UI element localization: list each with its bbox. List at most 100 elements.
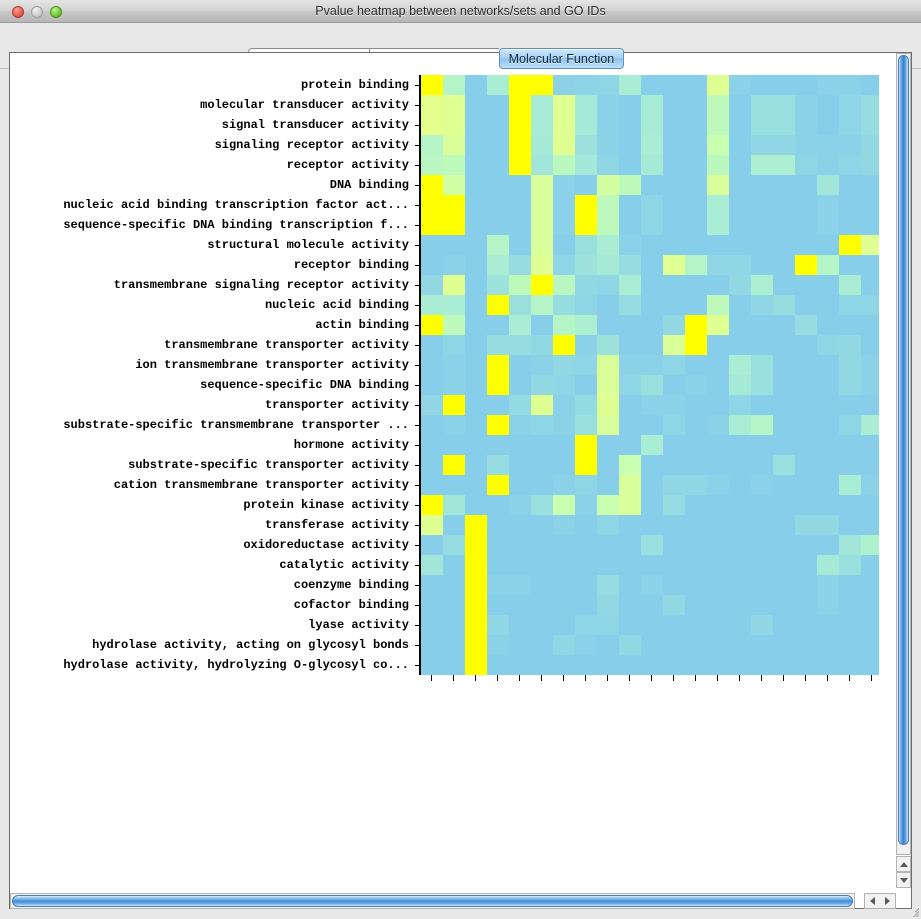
row-label: signaling receptor activity <box>214 138 409 152</box>
heatmap-cell <box>663 495 685 515</box>
row-label: sequence-specific DNA binding transcript… <box>63 218 409 232</box>
heatmap-cell <box>773 435 795 455</box>
minimize-button[interactable] <box>31 6 43 18</box>
arrow-right-icon[interactable] <box>885 897 890 905</box>
heatmap-cell <box>641 415 663 435</box>
row-tick <box>415 135 419 155</box>
scroll-down-button[interactable] <box>896 872 911 888</box>
heatmap-cell <box>795 415 817 435</box>
heatmap-cell <box>663 435 685 455</box>
vertical-scrollbar-thumb[interactable] <box>898 55 909 845</box>
heatmap-cell <box>509 575 531 595</box>
scroll-up-button[interactable] <box>896 856 911 872</box>
heatmap-cell <box>443 535 465 555</box>
arrow-down-icon <box>899 877 908 883</box>
heatmap-cell <box>487 415 509 435</box>
heatmap-cell <box>553 455 575 475</box>
heatmap-cell <box>619 115 641 135</box>
heatmap-cell <box>553 515 575 535</box>
tab-molecular-function[interactable]: Molecular Function <box>498 48 625 69</box>
heatmap-cell <box>487 555 509 575</box>
heatmap-cell <box>839 415 861 435</box>
heatmap-cell <box>553 155 575 175</box>
heatmap-cell <box>597 315 619 335</box>
heatmap-cell <box>861 155 879 175</box>
heatmap-cell <box>751 335 773 355</box>
heatmap-cell <box>619 195 641 215</box>
heatmap-cell <box>619 475 641 495</box>
heatmap-cell <box>465 295 487 315</box>
resize-grip[interactable] <box>905 903 919 917</box>
vertical-scrollbar[interactable] <box>896 53 911 855</box>
heatmap-cell <box>641 195 663 215</box>
heatmap-cell <box>553 355 575 375</box>
heatmap-cell <box>685 355 707 375</box>
heatmap-cell <box>729 415 751 435</box>
heatmap-cell <box>641 95 663 115</box>
heatmap-cell <box>487 475 509 495</box>
heatmap-cell <box>685 75 707 95</box>
heatmap-cell <box>641 155 663 175</box>
row-label: transferase activity <box>264 518 409 532</box>
heatmap-cell <box>553 175 575 195</box>
horizontal-scrollbar[interactable] <box>10 893 855 909</box>
heatmap-cell <box>531 655 553 675</box>
heatmap-cell <box>575 515 597 535</box>
heatmap-cell <box>861 375 879 395</box>
heatmap-cell <box>839 555 861 575</box>
heatmap-cell <box>509 635 531 655</box>
heatmap-cell <box>531 515 553 535</box>
horizontal-scrollbar-thumb[interactable] <box>12 895 853 907</box>
heatmap-cell <box>465 635 487 655</box>
heatmap-cell <box>509 135 531 155</box>
heatmap-cell <box>465 175 487 195</box>
heatmap-cell <box>839 75 861 95</box>
heatmap-cell <box>839 175 861 195</box>
column-tick <box>475 675 476 681</box>
heatmap-cell <box>421 655 443 675</box>
heatmap-cell <box>663 275 685 295</box>
heatmap-cell <box>597 235 619 255</box>
heatmap-cell <box>663 475 685 495</box>
heatmap-cell <box>531 115 553 135</box>
heatmap-cell <box>487 315 509 335</box>
heatmap-cell <box>597 255 619 275</box>
heatmap-cell <box>575 535 597 555</box>
heatmap-cell <box>707 555 729 575</box>
heatmap-cell <box>641 495 663 515</box>
row-tick <box>415 415 419 435</box>
column-tick <box>585 675 586 681</box>
heatmap-cell <box>619 395 641 415</box>
heatmap-cell <box>707 115 729 135</box>
heatmap-cell <box>729 135 751 155</box>
heatmap-cell <box>421 115 443 135</box>
row-tick <box>415 215 419 235</box>
row-tick <box>415 475 419 495</box>
row-tick <box>415 395 419 415</box>
zoom-button[interactable] <box>50 6 62 18</box>
heatmap-cell <box>663 635 685 655</box>
heatmap-cell <box>729 655 751 675</box>
heatmap-cell <box>861 195 879 215</box>
heatmap-cell <box>575 155 597 175</box>
heatmap-cell <box>817 135 839 155</box>
heatmap-cell <box>575 315 597 335</box>
row-label: transmembrane signaling receptor activit… <box>113 278 409 292</box>
heatmap-cell <box>839 655 861 675</box>
arrow-left-icon[interactable] <box>870 897 875 905</box>
heatmap-cell <box>751 175 773 195</box>
heatmap-cell <box>861 575 879 595</box>
heatmap-cell <box>553 115 575 135</box>
heatmap-cell <box>685 455 707 475</box>
heatmap-cell <box>817 195 839 215</box>
heatmap-cell <box>707 315 729 335</box>
heatmap-cell <box>641 275 663 295</box>
heatmap-cell <box>861 655 879 675</box>
heatmap-cell <box>597 95 619 115</box>
heatmap-cell <box>729 295 751 315</box>
heatmap-cell <box>663 595 685 615</box>
heatmap-cell <box>465 535 487 555</box>
heatmap-cell <box>773 515 795 535</box>
close-button[interactable] <box>12 6 24 18</box>
